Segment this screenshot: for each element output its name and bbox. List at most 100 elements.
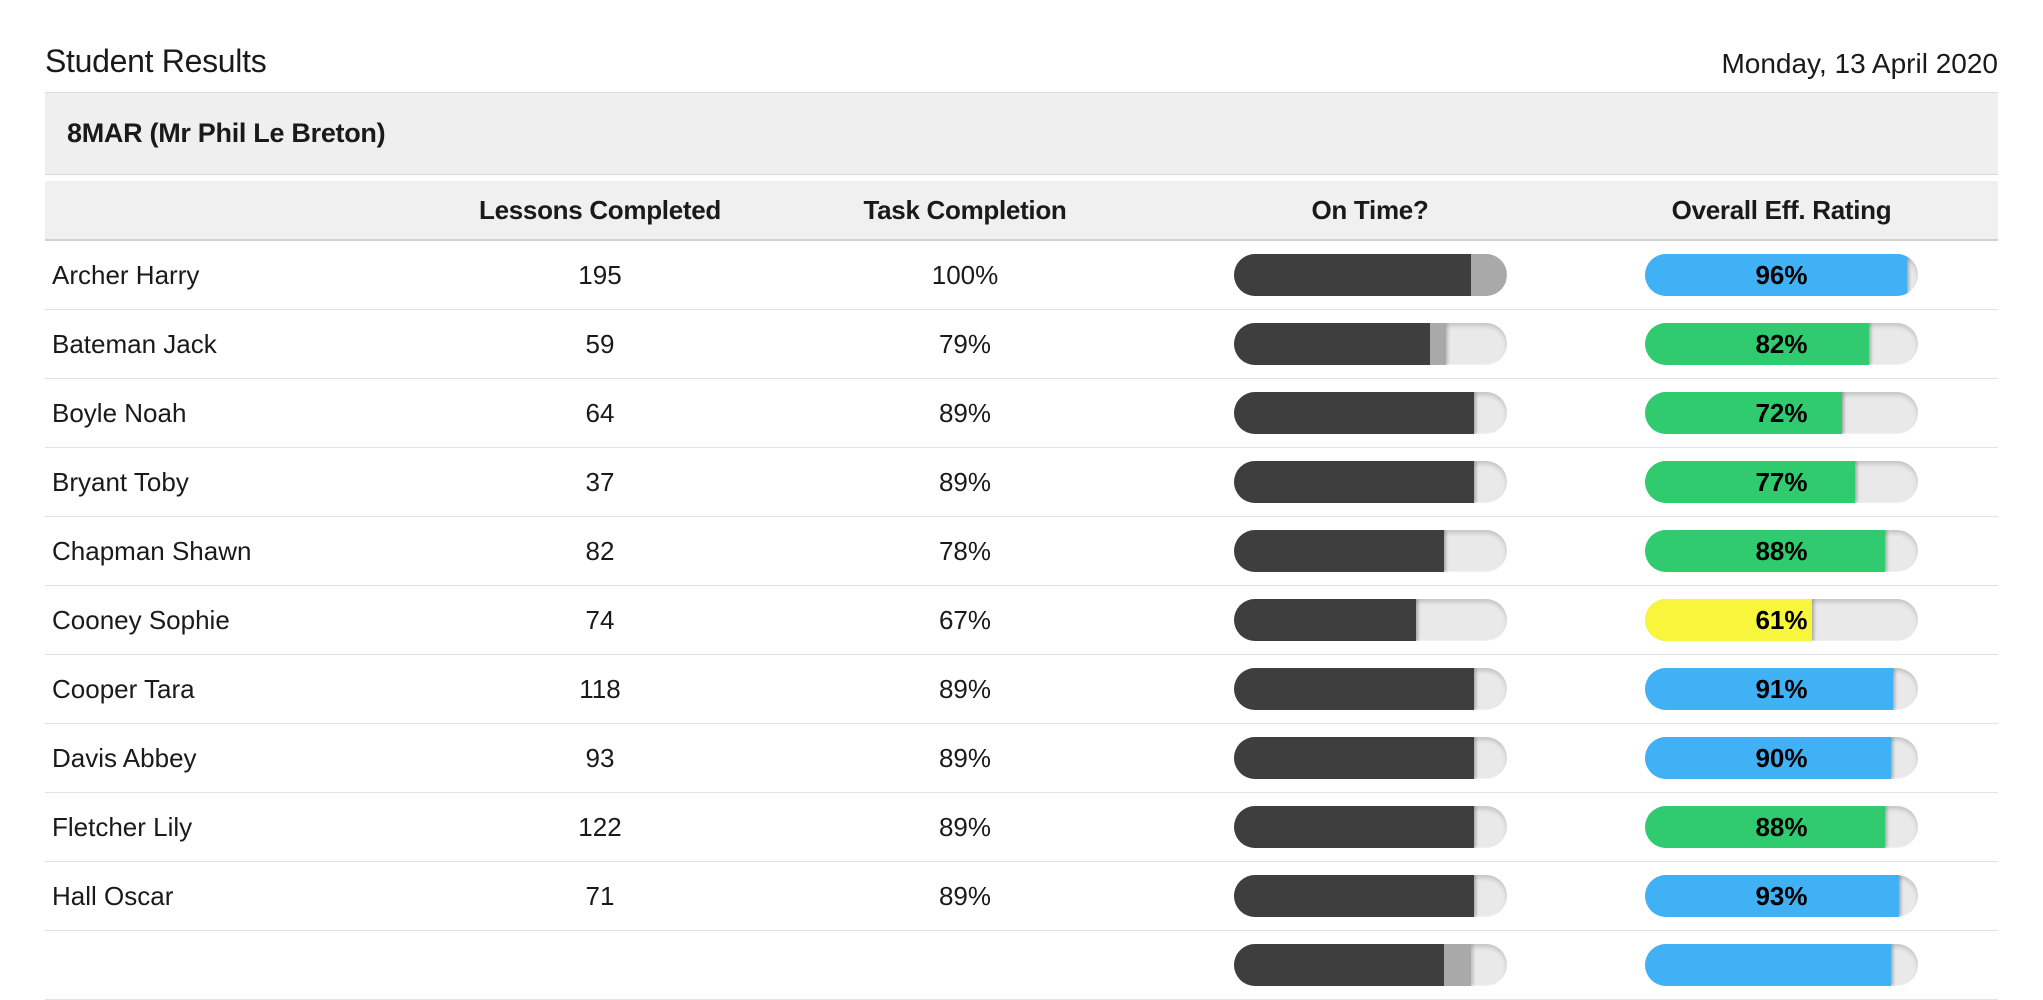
on-time-late-segment: [1443, 944, 1471, 986]
student-row: Archer Harry 195 100% 96%: [45, 241, 1998, 310]
task-completion-value: 89%: [938, 397, 992, 428]
overall-eff-rating-bar: 72%: [1645, 392, 1918, 434]
rating-value-label: 88%: [1755, 812, 1808, 842]
on-time-bar: [1233, 737, 1507, 779]
task-completion-value: 78%: [938, 535, 992, 566]
student-row: Bryant Toby 37 89% 77%: [45, 448, 1998, 517]
overall-eff-rating-bar: 82%: [1645, 323, 1918, 365]
on-time-bar: [1233, 806, 1507, 848]
overall-eff-rating-bar: 77%: [1645, 461, 1918, 503]
student-row: Hall Oscar 71 89% 93%: [45, 862, 1998, 931]
class-group-label: 8MAR (Mr Phil Le Breton): [67, 118, 386, 148]
rating-value-label: [1645, 944, 1918, 986]
rating-fill: [1645, 875, 1899, 917]
rating-fill: [1645, 668, 1894, 710]
task-completion-value: 79%: [938, 328, 992, 359]
on-time-fill: [1233, 254, 1471, 296]
student-name: Archer Harry: [52, 259, 200, 290]
overall-eff-rating-bar: [1645, 944, 1918, 986]
lessons-completed-value: 59: [585, 328, 615, 359]
on-time-fill: [1233, 530, 1444, 572]
task-completion-value: 89%: [938, 673, 992, 704]
rating-value-label: 90%: [1755, 743, 1808, 773]
on-time-fill: [1233, 461, 1474, 503]
table-header-row: Lessons Completed Task Completion On Tim…: [45, 181, 1998, 241]
column-header-on-time: On Time?: [1311, 194, 1429, 225]
on-time-bar: [1233, 392, 1507, 434]
on-time-fill: [1233, 737, 1474, 779]
lessons-completed-value: 118: [579, 673, 621, 704]
lessons-completed-value: 71: [585, 880, 615, 911]
student-name: Chapman Shawn: [52, 535, 252, 566]
on-time-bar: [1233, 944, 1507, 986]
task-completion-value: 67%: [938, 604, 992, 635]
task-completion-value: 89%: [938, 742, 992, 773]
rating-fill: [1645, 530, 1886, 572]
rating-value-label: 82%: [1755, 329, 1808, 359]
rating-fill: [1645, 461, 1856, 503]
student-row: Boyle Noah 64 89% 72%: [45, 379, 1998, 448]
on-time-bar: [1233, 461, 1507, 503]
lessons-completed-value: 37: [585, 466, 615, 497]
on-time-late-segment: [1430, 323, 1447, 365]
task-completion-value: 89%: [938, 811, 992, 842]
rating-fill: [1645, 254, 1908, 296]
student-name: Davis Abbey: [52, 742, 197, 773]
rating-value-label: 93%: [1755, 881, 1808, 911]
overall-eff-rating-bar: 88%: [1645, 806, 1918, 848]
on-time-fill: [1233, 392, 1474, 434]
lessons-completed-value: 64: [585, 397, 615, 428]
student-row: Cooper Tara 118 89% 91%: [45, 655, 1998, 724]
on-time-bar: [1233, 323, 1507, 365]
overall-eff-rating-bar: 93%: [1645, 875, 1918, 917]
lessons-completed-value: 122: [578, 811, 622, 842]
student-name: Cooney Sophie: [52, 604, 230, 635]
lessons-completed-value: 195: [578, 259, 622, 290]
column-header-task-completion: Task Completion: [863, 194, 1067, 225]
report-topbar: Student Results Monday, 13 April 2020: [0, 0, 2043, 92]
page-title: Student Results: [45, 43, 267, 79]
lessons-completed-value: 93: [585, 742, 615, 773]
rating-value-label: 72%: [1755, 398, 1808, 428]
student-name: Bryant Toby: [52, 466, 189, 497]
lessons-completed-value: 82: [585, 535, 615, 566]
student-row: Chapman Shawn 82 78% 88%: [45, 517, 1998, 586]
student-name: Hall Oscar: [52, 880, 174, 911]
student-name: Bateman Jack: [52, 328, 217, 359]
rating-fill: [1645, 599, 1812, 641]
student-row: Davis Abbey 93 89% 90%: [45, 724, 1998, 793]
overall-eff-rating-bar: 88%: [1645, 530, 1918, 572]
student-name: Fletcher Lily: [52, 811, 193, 842]
student-row: Fletcher Lily 122 89% 88%: [45, 793, 1998, 862]
report-date: Monday, 13 April 2020: [1721, 48, 1998, 79]
student-row: [45, 931, 1998, 1000]
on-time-late-segment: [1471, 254, 1507, 296]
on-time-bar: [1233, 254, 1507, 296]
on-time-fill: [1233, 668, 1474, 710]
rating-fill: [1645, 392, 1842, 434]
on-time-bar: [1233, 668, 1507, 710]
task-completion-value: 100%: [931, 259, 999, 290]
rating-value-label: 88%: [1755, 536, 1808, 566]
results-table-body: Archer Harry 195 100% 96% Bateman Jack 5…: [0, 241, 2043, 1000]
student-row: Cooney Sophie 74 67% 61%: [45, 586, 1998, 655]
on-time-fill: [1233, 944, 1444, 986]
column-header-lessons-completed: Lessons Completed: [479, 194, 721, 225]
task-completion-value: 89%: [938, 466, 992, 497]
overall-eff-rating-bar: 96%: [1645, 254, 1918, 296]
student-row: Bateman Jack 59 79% 82%: [45, 310, 1998, 379]
column-header-overall-eff-rating: Overall Eff. Rating: [1671, 194, 1892, 225]
student-name: Cooper Tara: [52, 673, 195, 704]
on-time-bar: [1233, 875, 1507, 917]
overall-eff-rating-bar: 90%: [1645, 737, 1918, 779]
student-name: Boyle Noah: [52, 397, 187, 428]
lessons-completed-value: 74: [585, 604, 615, 635]
rating-fill: [1645, 737, 1891, 779]
task-completion-value: 89%: [938, 880, 992, 911]
on-time-bar: [1233, 530, 1507, 572]
overall-eff-rating-bar: 91%: [1645, 668, 1918, 710]
rating-value-label: 77%: [1755, 467, 1808, 497]
on-time-bar: [1233, 599, 1507, 641]
rating-value-label: 96%: [1755, 260, 1808, 290]
rating-fill: [1645, 806, 1886, 848]
